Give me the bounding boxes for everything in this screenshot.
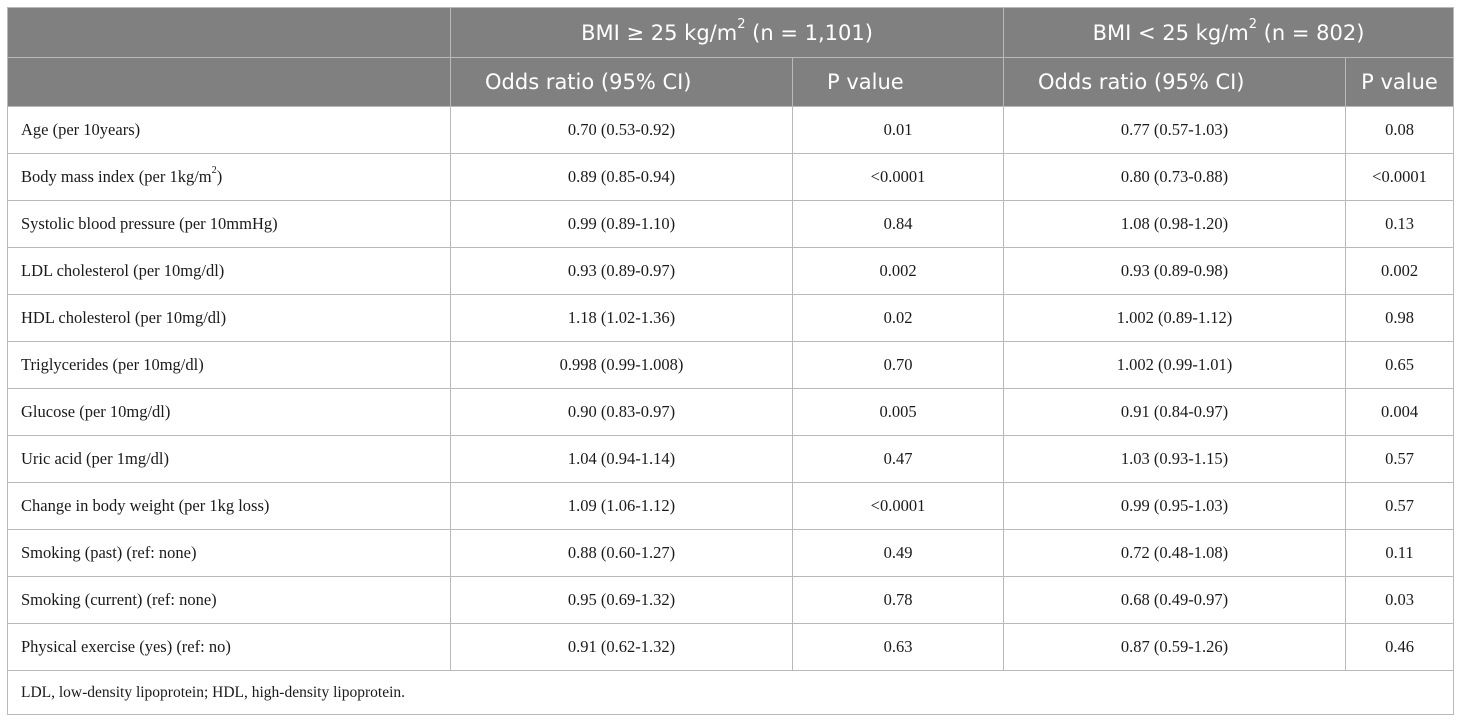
row-label: Uric acid (per 1mg/dl)	[7, 435, 451, 483]
group-header-row: BMI ≥ 25 kg/m2 (n = 1,101) BMI < 25 kg/m…	[7, 7, 1454, 58]
column-header-odds-ratio: Odds ratio (95% CI)	[450, 57, 793, 107]
p-value-cell-group2: 0.13	[1345, 200, 1454, 248]
odds-ratio-cell-group2: 1.08 (0.98-1.20)	[1003, 200, 1346, 248]
odds-ratio-cell-group1: 0.70 (0.53-0.92)	[450, 106, 793, 154]
p-value-cell-group1: 0.84	[792, 200, 1004, 248]
odds-ratio-cell-group1: 0.91 (0.62-1.32)	[450, 623, 793, 671]
row-label: Body mass index (per 1kg/m2)	[7, 153, 451, 201]
p-value-cell-group1: 0.47	[792, 435, 1004, 483]
odds-ratio-cell-group2: 1.03 (0.93-1.15)	[1003, 435, 1346, 483]
odds-ratio-cell-group1: 0.93 (0.89-0.97)	[450, 247, 793, 295]
p-value-cell-group2: 0.57	[1345, 482, 1454, 530]
odds-ratio-cell-group1: 1.09 (1.06-1.12)	[450, 482, 793, 530]
table-row: Smoking (past) (ref: none) 0.88 (0.60-1.…	[7, 529, 1454, 577]
row-label: LDL cholesterol (per 10mg/dl)	[7, 247, 451, 295]
column-header-row: Odds ratio (95% CI) P value Odds ratio (…	[7, 57, 1454, 107]
p-value-cell-group1: 0.01	[792, 106, 1004, 154]
table-row: Smoking (current) (ref: none) 0.95 (0.69…	[7, 576, 1454, 624]
p-value-cell-group2: 0.11	[1345, 529, 1454, 577]
table-container: BMI ≥ 25 kg/m2 (n = 1,101) BMI < 25 kg/m…	[7, 7, 1454, 715]
odds-ratio-cell-group2: 0.93 (0.89-0.98)	[1003, 247, 1346, 295]
odds-ratio-cell-group2: 0.68 (0.49-0.97)	[1003, 576, 1346, 624]
p-value-cell-group1: 0.49	[792, 529, 1004, 577]
p-value-cell-group1: 0.005	[792, 388, 1004, 436]
header-blank-cell	[7, 7, 451, 58]
odds-ratio-cell-group2: 0.72 (0.48-1.08)	[1003, 529, 1346, 577]
p-value-cell-group1: 0.63	[792, 623, 1004, 671]
odds-ratio-cell-group2: 0.80 (0.73-0.88)	[1003, 153, 1346, 201]
odds-ratio-cell-group1: 0.998 (0.99-1.008)	[450, 341, 793, 389]
column-header-p-value: P value	[792, 57, 1004, 107]
row-label: Systolic blood pressure (per 10mmHg)	[7, 200, 451, 248]
odds-ratio-cell-group1: 0.90 (0.83-0.97)	[450, 388, 793, 436]
table-header: BMI ≥ 25 kg/m2 (n = 1,101) BMI < 25 kg/m…	[7, 7, 1454, 107]
table-row: Change in body weight (per 1kg loss) 1.0…	[7, 482, 1454, 530]
odds-ratio-table: BMI ≥ 25 kg/m2 (n = 1,101) BMI < 25 kg/m…	[7, 7, 1454, 715]
footnote: LDL, low-density lipoprotein; HDL, high-…	[7, 670, 1454, 715]
p-value-cell-group1: <0.0001	[792, 482, 1004, 530]
table-row: Uric acid (per 1mg/dl) 1.04 (0.94-1.14) …	[7, 435, 1454, 483]
column-header-p-value: P value	[1345, 57, 1454, 107]
p-value-cell-group1: <0.0001	[792, 153, 1004, 201]
row-label: Age (per 10years)	[7, 106, 451, 154]
table-row: Body mass index (per 1kg/m2) 0.89 (0.85-…	[7, 153, 1454, 201]
odds-ratio-cell-group2: 1.002 (0.99-1.01)	[1003, 341, 1346, 389]
odds-ratio-cell-group1: 1.18 (1.02-1.36)	[450, 294, 793, 342]
header-blank-cell	[7, 57, 451, 107]
group-header-bmi-low: BMI < 25 kg/m2 (n = 802)	[1003, 7, 1454, 58]
p-value-cell-group1: 0.70	[792, 341, 1004, 389]
odds-ratio-cell-group2: 0.99 (0.95-1.03)	[1003, 482, 1346, 530]
row-label: Smoking (past) (ref: none)	[7, 529, 451, 577]
odds-ratio-cell-group2: 0.77 (0.57-1.03)	[1003, 106, 1346, 154]
footnote-row: LDL, low-density lipoprotein; HDL, high-…	[7, 670, 1454, 715]
table-row: Physical exercise (yes) (ref: no) 0.91 (…	[7, 623, 1454, 671]
odds-ratio-cell-group1: 1.04 (0.94-1.14)	[450, 435, 793, 483]
table-row: Age (per 10years) 0.70 (0.53-0.92) 0.01 …	[7, 106, 1454, 154]
odds-ratio-cell-group1: 0.95 (0.69-1.32)	[450, 576, 793, 624]
odds-ratio-cell-group2: 1.002 (0.89-1.12)	[1003, 294, 1346, 342]
table-row: HDL cholesterol (per 10mg/dl) 1.18 (1.02…	[7, 294, 1454, 342]
p-value-cell-group2: 0.57	[1345, 435, 1454, 483]
p-value-cell-group2: 0.98	[1345, 294, 1454, 342]
row-label: Smoking (current) (ref: none)	[7, 576, 451, 624]
column-header-odds-ratio: Odds ratio (95% CI)	[1003, 57, 1346, 107]
table-row: Triglycerides (per 10mg/dl) 0.998 (0.99-…	[7, 341, 1454, 389]
p-value-cell-group1: 0.002	[792, 247, 1004, 295]
p-value-cell-group2: 0.65	[1345, 341, 1454, 389]
table-row: Systolic blood pressure (per 10mmHg) 0.9…	[7, 200, 1454, 248]
table-body: Age (per 10years) 0.70 (0.53-0.92) 0.01 …	[7, 106, 1454, 671]
p-value-cell-group2: 0.03	[1345, 576, 1454, 624]
odds-ratio-cell-group1: 0.88 (0.60-1.27)	[450, 529, 793, 577]
row-label: Glucose (per 10mg/dl)	[7, 388, 451, 436]
p-value-cell-group2: 0.46	[1345, 623, 1454, 671]
p-value-cell-group2: 0.002	[1345, 247, 1454, 295]
p-value-cell-group1: 0.78	[792, 576, 1004, 624]
odds-ratio-cell-group1: 0.99 (0.89-1.10)	[450, 200, 793, 248]
table-footer: LDL, low-density lipoprotein; HDL, high-…	[7, 670, 1454, 715]
odds-ratio-cell-group2: 0.87 (0.59-1.26)	[1003, 623, 1346, 671]
p-value-cell-group2: <0.0001	[1345, 153, 1454, 201]
table-row: Glucose (per 10mg/dl) 0.90 (0.83-0.97) 0…	[7, 388, 1454, 436]
row-label: Triglycerides (per 10mg/dl)	[7, 341, 451, 389]
p-value-cell-group1: 0.02	[792, 294, 1004, 342]
odds-ratio-cell-group2: 0.91 (0.84-0.97)	[1003, 388, 1346, 436]
group-header-bmi-high: BMI ≥ 25 kg/m2 (n = 1,101)	[450, 7, 1004, 58]
odds-ratio-cell-group1: 0.89 (0.85-0.94)	[450, 153, 793, 201]
table-row: LDL cholesterol (per 10mg/dl) 0.93 (0.89…	[7, 247, 1454, 295]
row-label: HDL cholesterol (per 10mg/dl)	[7, 294, 451, 342]
row-label: Physical exercise (yes) (ref: no)	[7, 623, 451, 671]
p-value-cell-group2: 0.08	[1345, 106, 1454, 154]
row-label: Change in body weight (per 1kg loss)	[7, 482, 451, 530]
p-value-cell-group2: 0.004	[1345, 388, 1454, 436]
